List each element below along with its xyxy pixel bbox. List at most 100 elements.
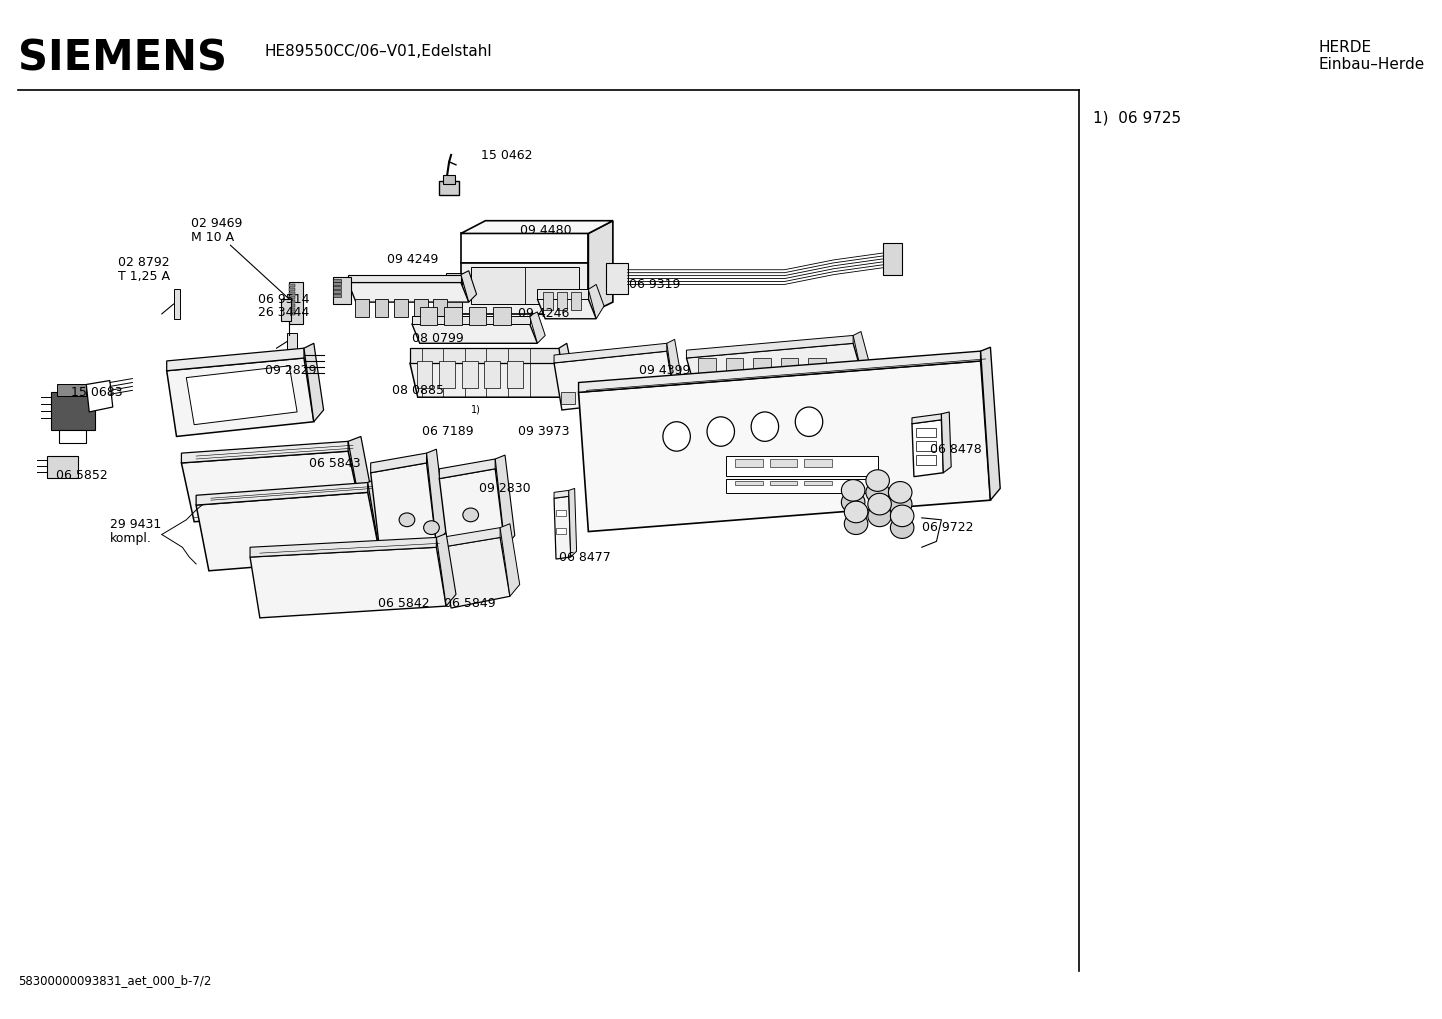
Bar [698,358,715,376]
Text: 1): 1) [470,405,480,415]
Bar [493,307,510,325]
Polygon shape [559,343,575,397]
Bar [557,510,565,516]
Text: 06 8478: 06 8478 [930,442,982,455]
Ellipse shape [463,508,479,522]
Text: 09 4480: 09 4480 [519,224,571,237]
Polygon shape [87,380,112,412]
Bar [394,300,408,317]
Bar [461,361,477,388]
Bar [414,300,427,317]
Polygon shape [538,300,596,319]
Ellipse shape [865,470,890,491]
Bar [56,384,87,396]
Polygon shape [554,343,666,363]
Bar [780,358,799,376]
Ellipse shape [620,370,626,376]
Bar [173,289,180,319]
Bar [883,244,903,275]
Bar [770,459,797,467]
Ellipse shape [868,493,891,515]
Bar [290,297,296,300]
Bar [290,304,296,307]
Polygon shape [440,459,495,479]
Text: T 1,25 A: T 1,25 A [118,270,170,283]
Polygon shape [304,343,323,422]
Ellipse shape [500,379,509,386]
Polygon shape [538,289,588,300]
Polygon shape [249,547,446,618]
Text: 09 4246: 09 4246 [518,308,570,320]
Bar [339,463,358,475]
Bar [333,294,342,298]
Polygon shape [410,363,567,397]
Text: 09 3973: 09 3973 [518,425,570,438]
Ellipse shape [890,517,914,538]
Bar [440,181,459,196]
Bar [735,481,763,485]
Polygon shape [348,282,469,302]
Bar [916,428,936,437]
Text: 08 0799: 08 0799 [412,332,464,344]
Text: 06 8477: 06 8477 [559,550,611,564]
Bar [333,286,342,289]
Bar [287,333,297,350]
Bar [557,292,567,310]
Polygon shape [348,436,372,510]
Bar [735,459,763,467]
Ellipse shape [399,513,415,527]
Ellipse shape [868,505,891,527]
Bar [805,459,832,467]
Bar [725,479,878,493]
Ellipse shape [751,412,779,441]
Polygon shape [461,233,588,263]
Polygon shape [441,528,500,547]
Text: 09 2829: 09 2829 [265,364,316,377]
Bar [281,300,291,321]
Bar [443,174,456,184]
Polygon shape [182,441,348,463]
Text: 06 9722: 06 9722 [921,521,973,534]
Text: Einbau–Herde: Einbau–Herde [1319,57,1425,72]
Polygon shape [437,534,456,606]
Ellipse shape [865,482,890,503]
Bar [420,307,437,325]
Ellipse shape [663,422,691,451]
Bar [290,288,296,291]
Polygon shape [461,221,613,233]
Bar [805,481,832,485]
Text: 09 4399: 09 4399 [639,364,691,377]
Polygon shape [186,366,297,425]
Polygon shape [196,483,368,505]
Polygon shape [249,537,437,557]
Bar [725,457,878,476]
Bar [290,284,296,287]
Bar [606,263,627,294]
Bar [355,300,369,317]
Bar [48,457,78,478]
Bar [753,358,771,376]
Text: 06 5843: 06 5843 [309,458,360,471]
Text: 02 8792: 02 8792 [118,257,169,269]
Ellipse shape [845,501,868,523]
Polygon shape [578,352,981,392]
Text: 06 5842: 06 5842 [378,597,430,609]
Text: 26 3444: 26 3444 [258,307,309,319]
Polygon shape [182,451,360,522]
Ellipse shape [888,493,911,515]
Polygon shape [410,348,559,363]
Ellipse shape [845,513,868,535]
Bar [290,282,303,324]
Polygon shape [686,343,861,385]
Bar [544,292,554,310]
Text: kompl.: kompl. [110,532,151,545]
Polygon shape [368,477,392,557]
Text: 1)  06 9725: 1) 06 9725 [1093,110,1181,125]
Bar [584,392,598,405]
Polygon shape [441,537,510,608]
Ellipse shape [841,480,865,501]
Polygon shape [911,414,942,424]
Bar [444,307,461,325]
Bar [290,308,296,311]
Polygon shape [578,361,991,532]
